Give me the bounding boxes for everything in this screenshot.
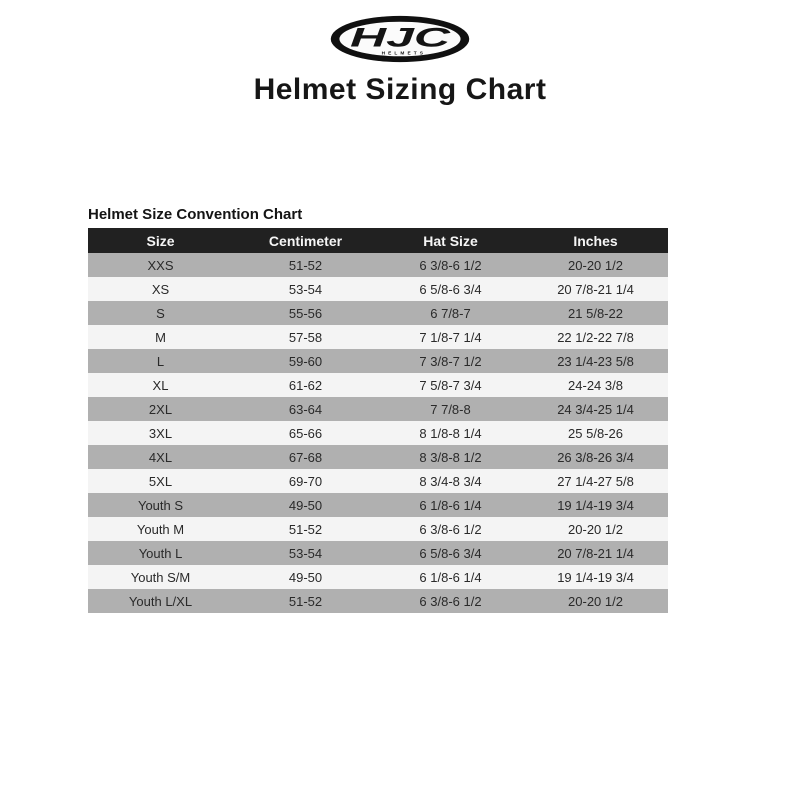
table-cell: 7 1/8-7 1/4 <box>419 329 482 345</box>
table-cell: S <box>156 305 165 321</box>
table-row: 2XL 63-64 7 7/8-8 24 3/4-25 1/4 <box>88 397 668 421</box>
table-row: XS 53-54 6 5/8-6 3/4 20 7/8-21 1/4 <box>88 277 668 301</box>
table-cell: 26 3/8-26 3/4 <box>557 449 634 465</box>
sizing-table: Size Centimeter Hat Size Inches XXS 51-52 6 3… <box>88 228 668 613</box>
table-row: 4XL 67-68 8 3/8-8 1/2 26 3/8-26 3/4 <box>88 445 668 469</box>
table-row: Youth S 49-50 6 1/8-6 1/4 19 1/4-19 3/4 <box>88 493 668 517</box>
column-header: Inches <box>523 228 668 253</box>
table-cell: 20 7/8-21 1/4 <box>557 545 634 561</box>
table-cell: 49-50 <box>288 569 323 585</box>
table-cell: 21 5/8-22 <box>568 305 623 321</box>
table-cell: 5XL <box>148 473 173 489</box>
table-row: Youth S/M 49-50 6 1/8-6 1/4 19 1/4-19 3/4 <box>88 565 668 589</box>
table-cell: 8 1/8-8 1/4 <box>419 425 482 441</box>
table-cell: 63-64 <box>288 401 323 417</box>
table-cell: L <box>156 353 165 369</box>
hjc-logo: HJC HELMETS <box>327 14 473 64</box>
table-cell: 49-50 <box>288 497 323 513</box>
table-cell: Youth M <box>136 521 185 537</box>
table-cell: 7 7/8-8 <box>430 401 471 417</box>
table-row: S 55-56 6 7/8-7 21 5/8-22 <box>88 301 668 325</box>
table-row: Youth L 53-54 6 5/8-6 3/4 20 7/8-21 1/4 <box>88 541 668 565</box>
column-header: Hat Size <box>378 228 523 253</box>
table-cell: 20-20 1/2 <box>568 521 623 537</box>
table-row: 3XL 65-66 8 1/8-8 1/4 25 5/8-26 <box>88 421 668 445</box>
logo-brand-text: HJC <box>350 23 451 53</box>
table-cell: 59-60 <box>288 353 323 369</box>
column-header: Centimeter <box>233 228 378 253</box>
table-cell: 51-52 <box>288 521 323 537</box>
table-cell: 3XL <box>148 425 173 441</box>
table-cell: 55-56 <box>288 305 323 321</box>
table-cell: 6 5/8-6 3/4 <box>419 545 482 561</box>
table-row: M 57-58 7 1/8-7 1/4 22 1/2-22 7/8 <box>88 325 668 349</box>
table-cell: 7 3/8-7 1/2 <box>419 353 482 369</box>
table-cell: 8 3/8-8 1/2 <box>419 449 482 465</box>
table-cell: 51-52 <box>288 593 323 609</box>
table-cell: XS <box>151 281 170 297</box>
table-cell: Youth S <box>137 497 184 513</box>
table-cell: 22 1/2-22 7/8 <box>557 329 634 345</box>
table-cell: 6 7/8-7 <box>430 305 471 321</box>
table-cell: Youth L <box>138 545 183 561</box>
table-row: 5XL 69-70 8 3/4-8 3/4 27 1/4-27 5/8 <box>88 469 668 493</box>
table-cell: Youth L/XL <box>128 593 193 609</box>
table-row: XXS 51-52 6 3/8-6 1/2 20-20 1/2 <box>88 253 668 277</box>
table-cell: 20 7/8-21 1/4 <box>557 281 634 297</box>
table-cell: Youth S/M <box>130 569 191 585</box>
table-cell: 6 3/8-6 1/2 <box>419 593 482 609</box>
table-cell: 20-20 1/2 <box>568 593 623 609</box>
table-caption: Helmet Size Convention Chart <box>88 206 303 223</box>
table-row: Youth L/XL 51-52 6 3/8-6 1/2 20-20 1/2 <box>88 589 668 613</box>
sizing-table-section: Helmet Size Convention Chart Size Centime… <box>88 206 668 613</box>
table-cell: 24-24 3/8 <box>568 377 623 393</box>
table-cell: 7 5/8-7 3/4 <box>419 377 482 393</box>
table-cell: 6 3/8-6 1/2 <box>419 521 482 537</box>
table-cell: 51-52 <box>288 257 323 273</box>
table-cell: 61-62 <box>288 377 323 393</box>
table-cell: 6 3/8-6 1/2 <box>419 257 482 273</box>
table-cell: 53-54 <box>288 281 323 297</box>
table-row: XL 61-62 7 5/8-7 3/4 24-24 3/8 <box>88 373 668 397</box>
table-cell: 4XL <box>148 449 173 465</box>
table-cell: 25 5/8-26 <box>568 425 623 441</box>
table-body: XXS 51-52 6 3/8-6 1/2 20-20 1/2 XS 53-54 6 5/8… <box>88 253 668 613</box>
table-cell: 65-66 <box>288 425 323 441</box>
table-cell: 8 3/4-8 3/4 <box>419 473 482 489</box>
table-cell: 24 3/4-25 1/4 <box>557 401 634 417</box>
table-cell: 6 5/8-6 3/4 <box>419 281 482 297</box>
table-cell: 20-20 1/2 <box>568 257 623 273</box>
logo-subtext: HELMETS <box>382 50 426 56</box>
table-row: L 59-60 7 3/8-7 1/2 23 1/4-23 5/8 <box>88 349 668 373</box>
hjc-logo-image: HJC HELMETS <box>330 15 470 63</box>
column-header: Size <box>88 228 233 253</box>
table-cell: 19 1/4-19 3/4 <box>557 497 634 513</box>
table-cell: 23 1/4-23 5/8 <box>557 353 634 369</box>
table-header-row: Size Centimeter Hat Size Inches <box>88 228 668 253</box>
table-cell: 57-58 <box>288 329 323 345</box>
table-cell: XL <box>152 377 169 393</box>
table-cell: 53-54 <box>288 545 323 561</box>
table-cell: M <box>155 329 166 345</box>
table-cell: 67-68 <box>288 449 323 465</box>
page-title: Helmet Sizing Chart <box>253 73 547 106</box>
table-cell: 6 1/8-6 1/4 <box>419 569 482 585</box>
table-cell: XXS <box>147 257 174 273</box>
table-cell: 6 1/8-6 1/4 <box>419 497 482 513</box>
table-cell: 2XL <box>148 401 173 417</box>
logo-oval-inner <box>339 21 461 57</box>
table-cell: 27 1/4-27 5/8 <box>557 473 634 489</box>
table-cell: 19 1/4-19 3/4 <box>557 569 634 585</box>
table-cell: 69-70 <box>288 473 323 489</box>
table-row: Youth M 51-52 6 3/8-6 1/2 20-20 1/2 <box>88 517 668 541</box>
